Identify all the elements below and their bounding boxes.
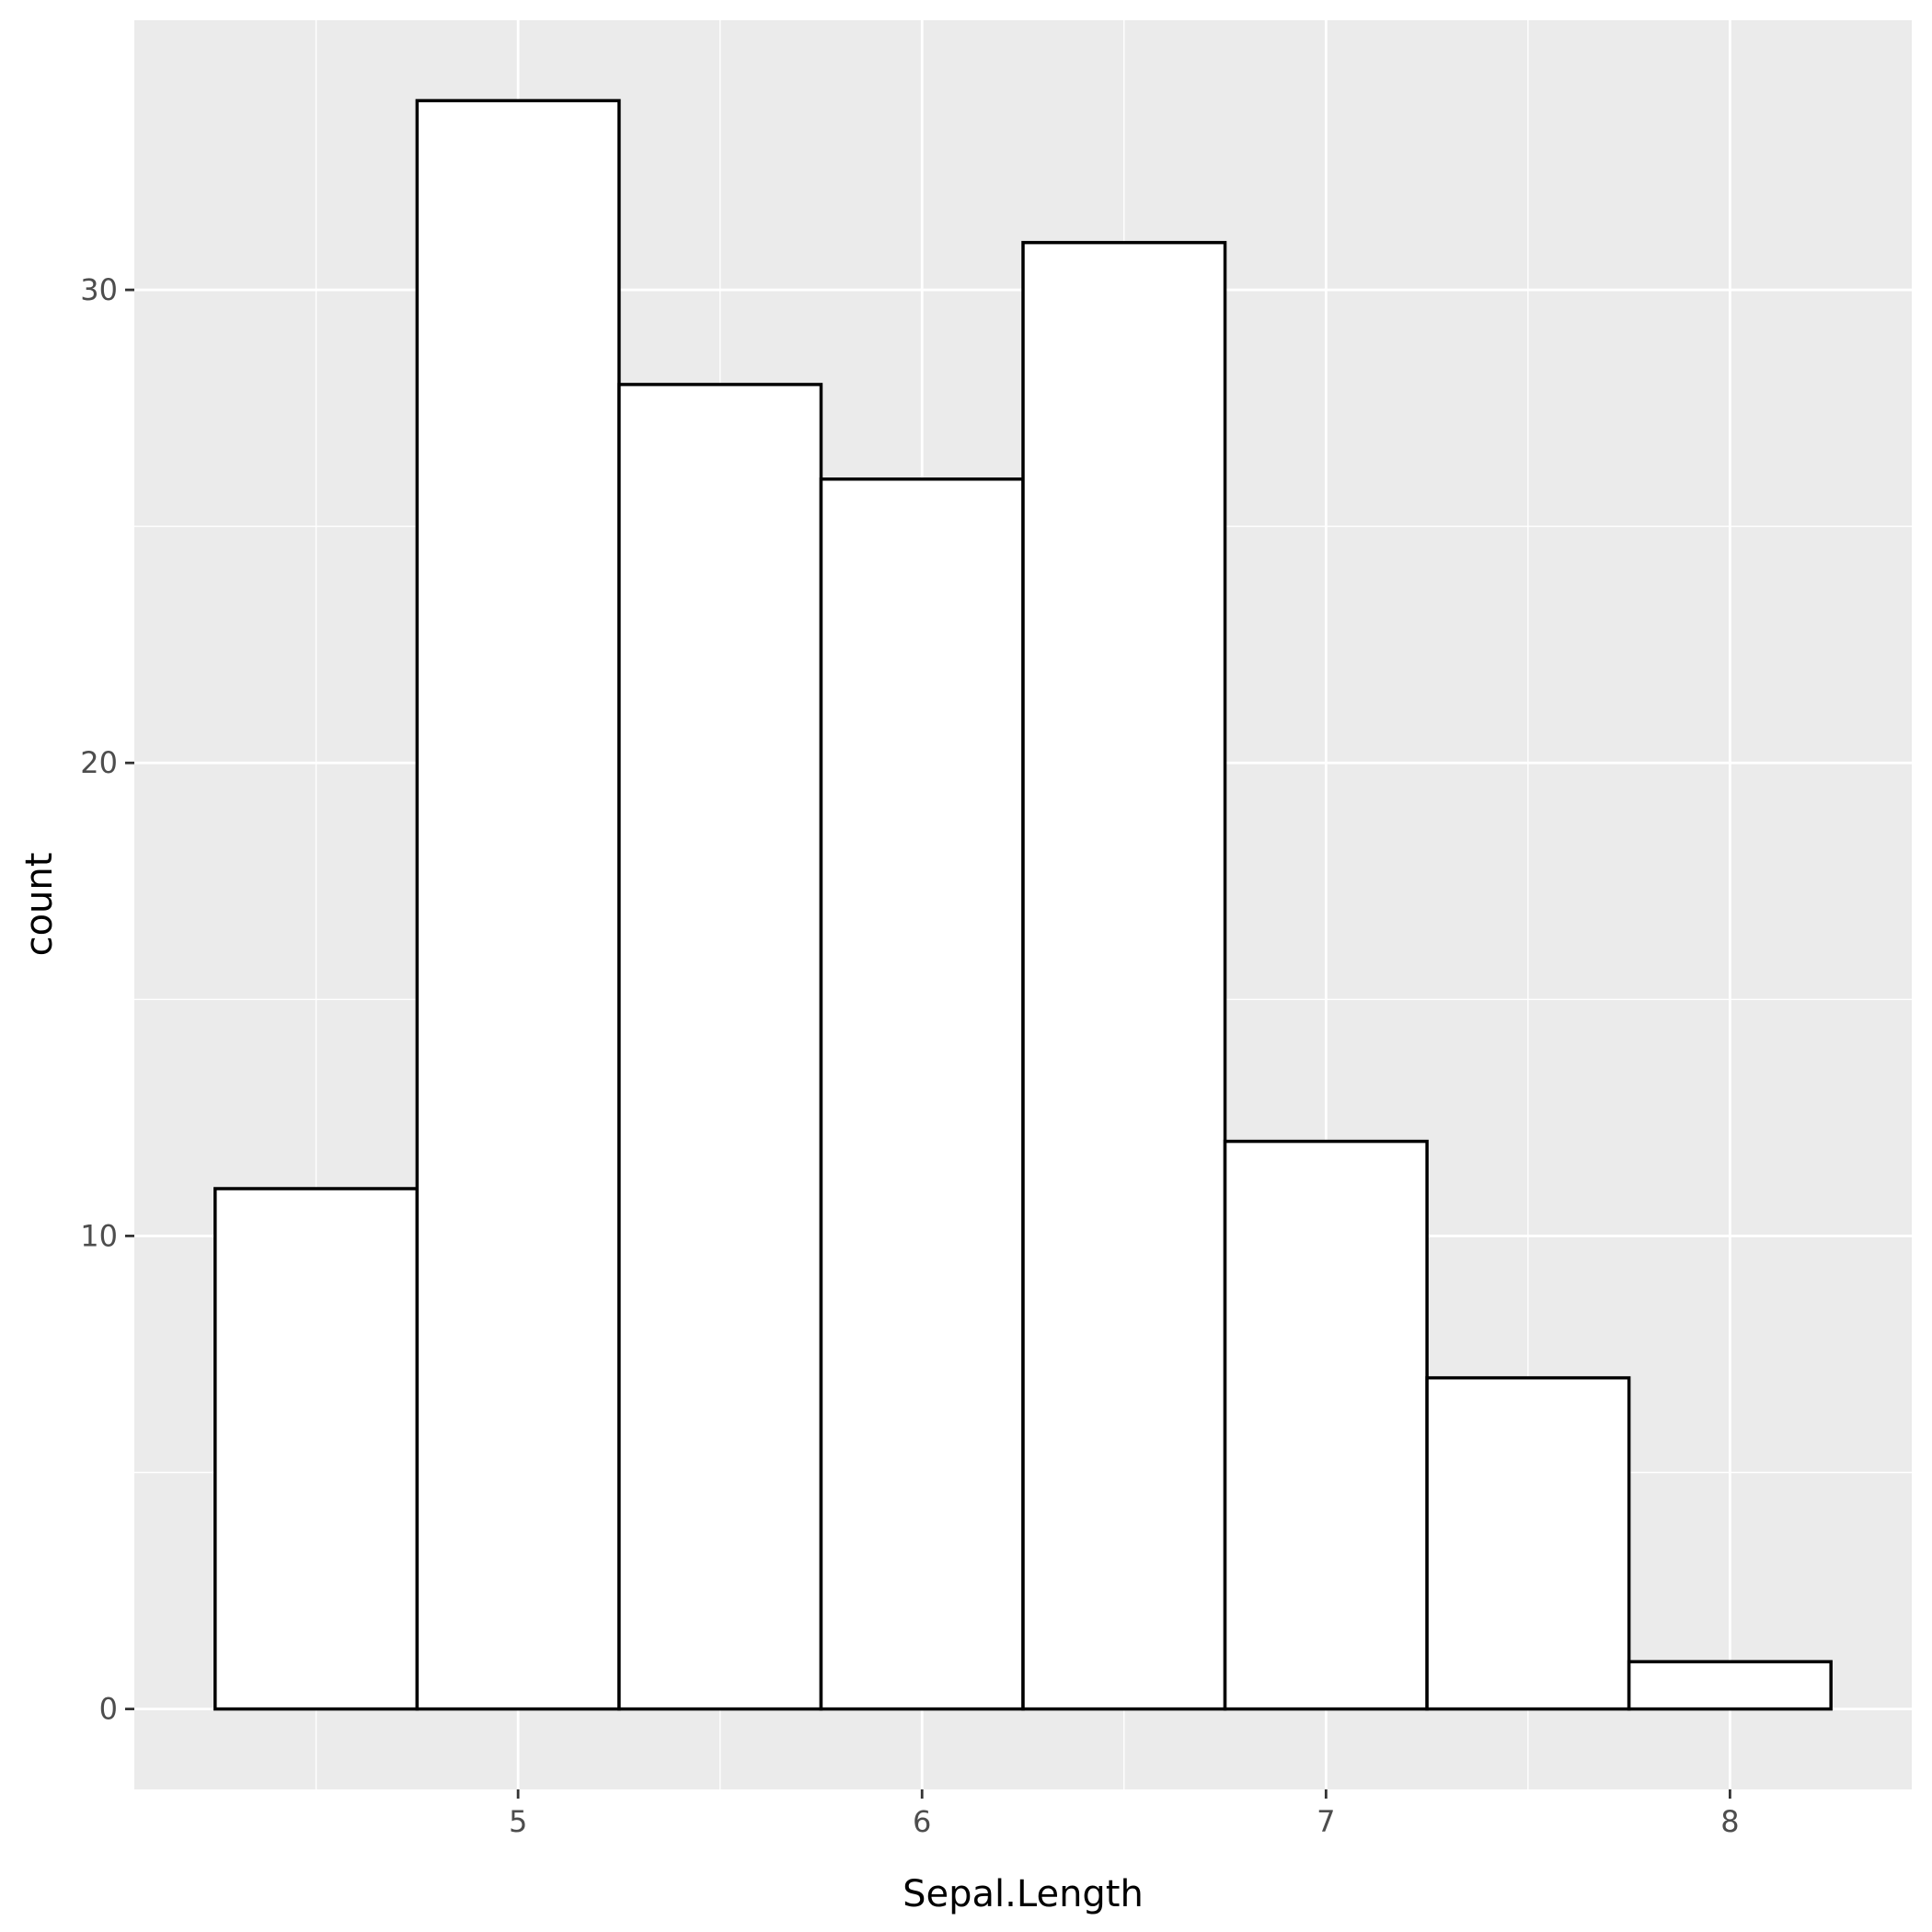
x-tick-label: 6 [913,1804,931,1839]
histogram-bar [819,477,1025,1711]
y-axis-title: count [18,853,61,957]
histogram-bars [213,98,1833,1711]
x-axis-ticks: 5 6 7 8 [509,1789,1740,1839]
histogram-bar [1425,1375,1631,1711]
y-tick-label: 10 [80,1218,118,1253]
histogram-bar [213,1187,420,1711]
y-tick-label: 30 [80,272,118,307]
histogram-bar [1223,1139,1429,1711]
x-tick-label: 5 [509,1804,527,1839]
y-tick-label: 0 [99,1692,118,1727]
x-tick-label: 8 [1720,1804,1739,1839]
y-axis-ticks: 0 10 20 30 [80,272,134,1727]
histogram-bar [415,98,621,1711]
x-tick-label: 7 [1317,1804,1335,1839]
histogram-bar [617,383,823,1711]
y-tick-label: 20 [80,745,118,780]
histogram-bar [1021,240,1227,1711]
histogram-bar [1627,1660,1833,1711]
x-axis-title: Sepal.Length [903,1873,1144,1915]
